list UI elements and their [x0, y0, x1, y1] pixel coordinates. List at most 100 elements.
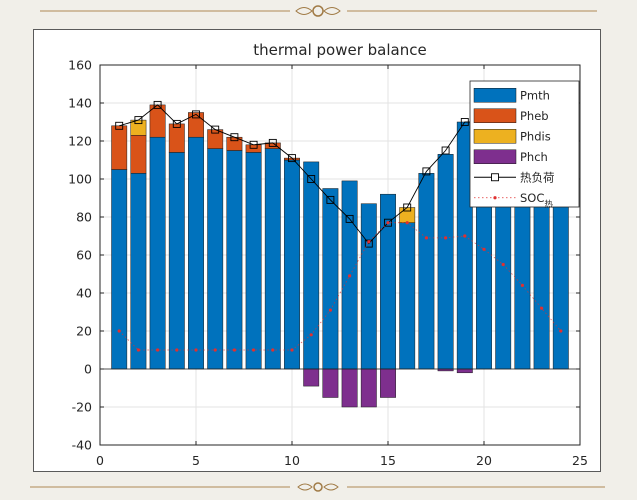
soc-marker — [386, 221, 390, 225]
heat-load-marker — [422, 167, 431, 176]
top-ornament — [40, 5, 597, 17]
axes: -40 -20 0 20 40 60 80 100 120 140 160 0 5 10 15 20 25 — [68, 58, 588, 469]
heat-load-marker — [153, 100, 162, 109]
bottom-ornament — [30, 482, 605, 492]
legend-swatch-pmth — [473, 88, 517, 103]
bar-pmth-12 — [322, 188, 339, 370]
legend-label: SOC热 — [520, 191, 553, 210]
bar-phdis-16 — [399, 207, 416, 223]
soc-marker — [213, 348, 217, 352]
bar-pmth-14 — [360, 203, 377, 370]
legend-swatch-soc-marker — [493, 196, 497, 200]
soc-marker — [501, 262, 505, 267]
bar-phch-12 — [322, 368, 339, 398]
bar-pmth-6 — [207, 148, 224, 370]
legend: Pmth Pheb Phdis Phch 热负荷 SOC热 — [469, 80, 580, 210]
y-tick-label: 80 — [76, 210, 92, 225]
y-tick-label: -40 — [72, 438, 92, 453]
bar-pmth-2 — [130, 173, 147, 370]
bar-pmth-1 — [111, 169, 128, 370]
soc-marker — [424, 236, 428, 240]
heat-load-marker — [192, 110, 200, 119]
legend-swatch-heat-load-marker — [491, 173, 499, 182]
y-tick-label: 120 — [68, 134, 92, 149]
x-tick-label: 20 — [476, 453, 492, 468]
y-tick-label: 40 — [76, 286, 92, 301]
bar-phch-15 — [380, 368, 396, 398]
soc-marker — [117, 329, 121, 333]
y-tick-label: -20 — [72, 400, 92, 415]
bar-pmth-7 — [226, 150, 243, 370]
soc-marker — [194, 348, 198, 352]
soc-marker — [136, 348, 140, 352]
heat-load-marker — [249, 140, 258, 149]
heat-load-marker — [307, 175, 316, 183]
soc-marker — [348, 274, 352, 278]
heat-load-marker — [326, 195, 335, 204]
legend-label: Pmth — [520, 88, 550, 102]
legend-swatch-pheb — [473, 108, 517, 123]
legend-label: Phdis — [520, 129, 551, 143]
soc-marker — [290, 348, 294, 352]
x-tick-label: 15 — [380, 453, 396, 468]
soc-marker — [559, 329, 563, 333]
y-tick-label: 0 — [84, 362, 92, 377]
soc-marker — [463, 234, 467, 238]
bar-phdis-2 — [130, 119, 147, 136]
bar-pheb-2 — [130, 135, 147, 174]
bar-pheb-6 — [207, 129, 224, 149]
soc-marker — [328, 308, 332, 312]
bar-phch-13 — [341, 368, 358, 408]
legend-swatch-phch — [473, 149, 517, 164]
heat-load-marker — [230, 133, 239, 142]
y-tick-label: 160 — [68, 58, 92, 73]
soc-marker — [252, 348, 256, 352]
bar-pmth-8 — [245, 152, 262, 370]
soc-marker — [175, 348, 179, 352]
heat-load-marker — [211, 125, 220, 134]
heat-load-marker — [115, 121, 124, 130]
legend-swatch-phdis — [473, 129, 517, 144]
x-tick-label: 10 — [284, 453, 300, 468]
heat-load-marker — [460, 118, 469, 126]
soc-marker — [520, 283, 525, 287]
heat-load-marker — [268, 138, 277, 147]
soc-marker — [482, 247, 486, 251]
legend-label: Pheb — [520, 109, 549, 123]
soc-marker — [540, 306, 544, 310]
bar-pmth-5 — [188, 136, 204, 370]
bar-pmth-3 — [149, 136, 166, 370]
y-tick-label: 20 — [76, 324, 92, 339]
soc-marker — [232, 348, 236, 352]
y-tick-label: 140 — [68, 96, 92, 111]
heat-load-marker — [134, 116, 143, 125]
x-tick-label: 5 — [192, 453, 200, 468]
bar-pheb-1 — [111, 125, 128, 170]
bar-pmth-15 — [380, 193, 396, 370]
bar-pmth-11 — [303, 161, 320, 370]
heat-load-marker — [172, 119, 181, 128]
bar-phch-11 — [303, 368, 320, 387]
y-tick-label: 60 — [76, 248, 92, 263]
heat-load-marker — [441, 146, 450, 155]
x-tick-label: 0 — [96, 453, 104, 468]
legend-label: Phch — [520, 150, 548, 164]
soc-line — [118, 222, 562, 351]
soc-marker — [156, 348, 160, 352]
bars — [111, 104, 569, 408]
bar-pmth-10 — [284, 159, 300, 370]
y-tick-label: 100 — [68, 172, 92, 187]
legend-label: 热负荷 — [520, 170, 555, 184]
bar-phch-19 — [456, 368, 473, 374]
soc-marker — [271, 348, 275, 352]
soc-marker — [405, 221, 409, 225]
heat-load-marker — [345, 214, 354, 223]
bar-pheb-5 — [188, 112, 204, 138]
soc-marker — [444, 236, 448, 240]
bar-pmth-18 — [437, 154, 454, 370]
bar-pmth-4 — [168, 152, 185, 370]
bar-pmth-17 — [418, 173, 435, 370]
soc-marker — [367, 240, 371, 244]
chart-title: thermal power balance — [253, 41, 426, 59]
